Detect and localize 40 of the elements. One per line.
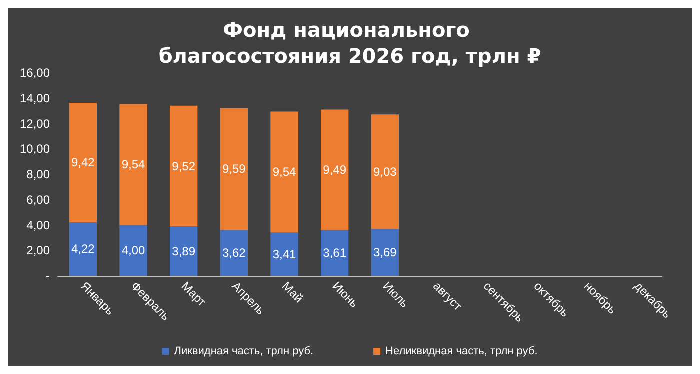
- data-label: 9,59: [222, 162, 246, 176]
- bar: [371, 229, 400, 276]
- data-label: 4,22: [71, 242, 96, 256]
- y-tick-label: 2,00: [26, 244, 50, 258]
- legend-label: Ликвидная часть, трлн руб.: [174, 346, 314, 358]
- bar: [120, 225, 148, 276]
- bar: [69, 222, 98, 276]
- data-label: 9,54: [272, 165, 296, 180]
- data-label: 9,03: [373, 164, 398, 179]
- data-label: 3,41: [272, 247, 296, 262]
- data-label: 3,89: [172, 244, 196, 258]
- y-tick-label: 16,00: [20, 66, 50, 80]
- bar: [320, 110, 349, 230]
- bar: [220, 108, 248, 230]
- data-label: 3,69: [373, 246, 398, 260]
- chart-title: Фонд национального благосостояния 2026 год, трлн ₽: [158, 18, 542, 68]
- y-tick-label: 6,00: [26, 192, 50, 207]
- y-tick-label: 14,00: [20, 91, 50, 106]
- y-tick-label: 8,00: [26, 168, 50, 182]
- data-label: 3,61: [323, 246, 347, 260]
- bar: [320, 230, 349, 276]
- data-label: 4,00: [122, 244, 146, 258]
- bar: [69, 102, 98, 222]
- data-label: 9,54: [122, 158, 146, 172]
- bar: [170, 226, 198, 276]
- data-label: 9,49: [323, 162, 347, 177]
- data-label: 9,42: [71, 156, 96, 170]
- y-tick-label: -: [46, 269, 50, 283]
- bar: [120, 104, 148, 226]
- y-tick-label: 10,00: [20, 142, 50, 156]
- data-label: 3,62: [222, 246, 246, 260]
- data-label: 9,52: [172, 159, 196, 174]
- legend-label: Неликвидная часть, трлн руб.: [386, 346, 538, 358]
- bar: [220, 230, 248, 276]
- y-tick-label: 12,00: [20, 116, 50, 131]
- y-tick-label: 4,00: [26, 218, 50, 232]
- bar: [371, 114, 400, 230]
- bar: [270, 232, 298, 276]
- bar: [270, 112, 298, 233]
- bar: [170, 106, 198, 227]
